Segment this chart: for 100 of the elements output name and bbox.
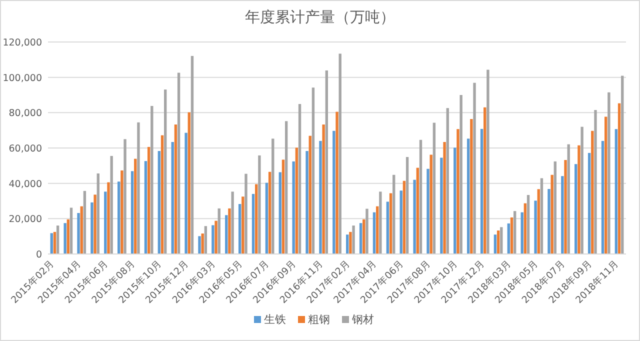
bar [359,223,362,254]
y-tick-label: 0 [36,250,42,260]
bar [507,223,510,254]
bar [258,155,261,254]
bar [470,119,473,254]
bar [298,104,302,254]
bar [228,208,231,254]
bar [540,178,544,254]
bar [588,152,591,254]
bar [308,136,312,254]
bar [164,90,167,254]
bar [362,219,366,254]
bar [107,182,110,254]
bar [150,106,154,254]
bar [284,121,288,254]
legend-label: 生铁 [264,313,286,326]
bar [268,172,272,254]
bar [604,116,608,254]
y-tick-label: 20,000 [8,214,42,226]
y-tick-label: 40,000 [8,178,42,190]
bar [402,180,406,254]
bar [574,164,578,254]
bar [591,130,594,254]
bar [336,112,338,254]
bar [346,234,349,254]
bar [338,54,342,254]
bar [201,234,204,254]
bar [618,103,621,254]
legend-label: 粗钢 [308,313,330,326]
bar [454,148,456,254]
bar [430,154,432,254]
bar [426,168,430,254]
bar [486,70,490,254]
bar [255,184,258,254]
bar [90,202,94,254]
bar [534,200,537,254]
bar [594,110,597,254]
bar [537,189,540,254]
bar [456,129,460,254]
bar [520,212,524,254]
bar [513,211,516,254]
bar [392,174,396,254]
bar [242,196,244,254]
bar [400,190,402,254]
bar [496,230,500,254]
bar [389,193,392,254]
y-tick-label: 60,000 [8,144,42,154]
bar [110,156,113,254]
bar [64,223,66,254]
bar [134,158,137,254]
bar [332,130,336,254]
bar [554,161,557,254]
bar [198,236,201,254]
bar [124,139,126,254]
bar [231,192,234,254]
bar [621,76,624,254]
bar [349,232,352,254]
bar [70,208,73,254]
bar [56,226,60,254]
bar [190,56,194,254]
bar [550,174,554,254]
bar [244,174,248,254]
bar [564,160,567,254]
bar [443,142,446,254]
bar [376,206,379,254]
bar [500,227,503,254]
bar [548,188,550,254]
bar [174,124,178,254]
bar [158,151,161,254]
bar [272,138,274,254]
bar [480,128,484,254]
bar [312,88,315,254]
bar [601,140,604,254]
bar [120,170,124,254]
bar [104,192,107,254]
bar [94,194,96,254]
bar [567,144,570,254]
y-tick-label: 100,000 [2,72,42,84]
bar [524,203,527,254]
bar [238,204,242,254]
bar [440,158,443,254]
bar [352,226,355,254]
bar [386,202,390,254]
bar [379,192,382,254]
bar [171,142,174,254]
bar [319,140,322,254]
bar [214,220,218,254]
bar [494,234,497,254]
bar [466,138,470,254]
bar [80,206,83,254]
bar [292,161,295,254]
bar [526,194,530,254]
bar [366,208,368,254]
bar [144,161,148,254]
chart-title: 年度累计产量（万吨） [245,8,395,26]
bar [137,122,140,254]
bar [295,148,298,254]
bar [446,108,449,254]
bar [66,219,70,254]
bar [77,213,80,254]
